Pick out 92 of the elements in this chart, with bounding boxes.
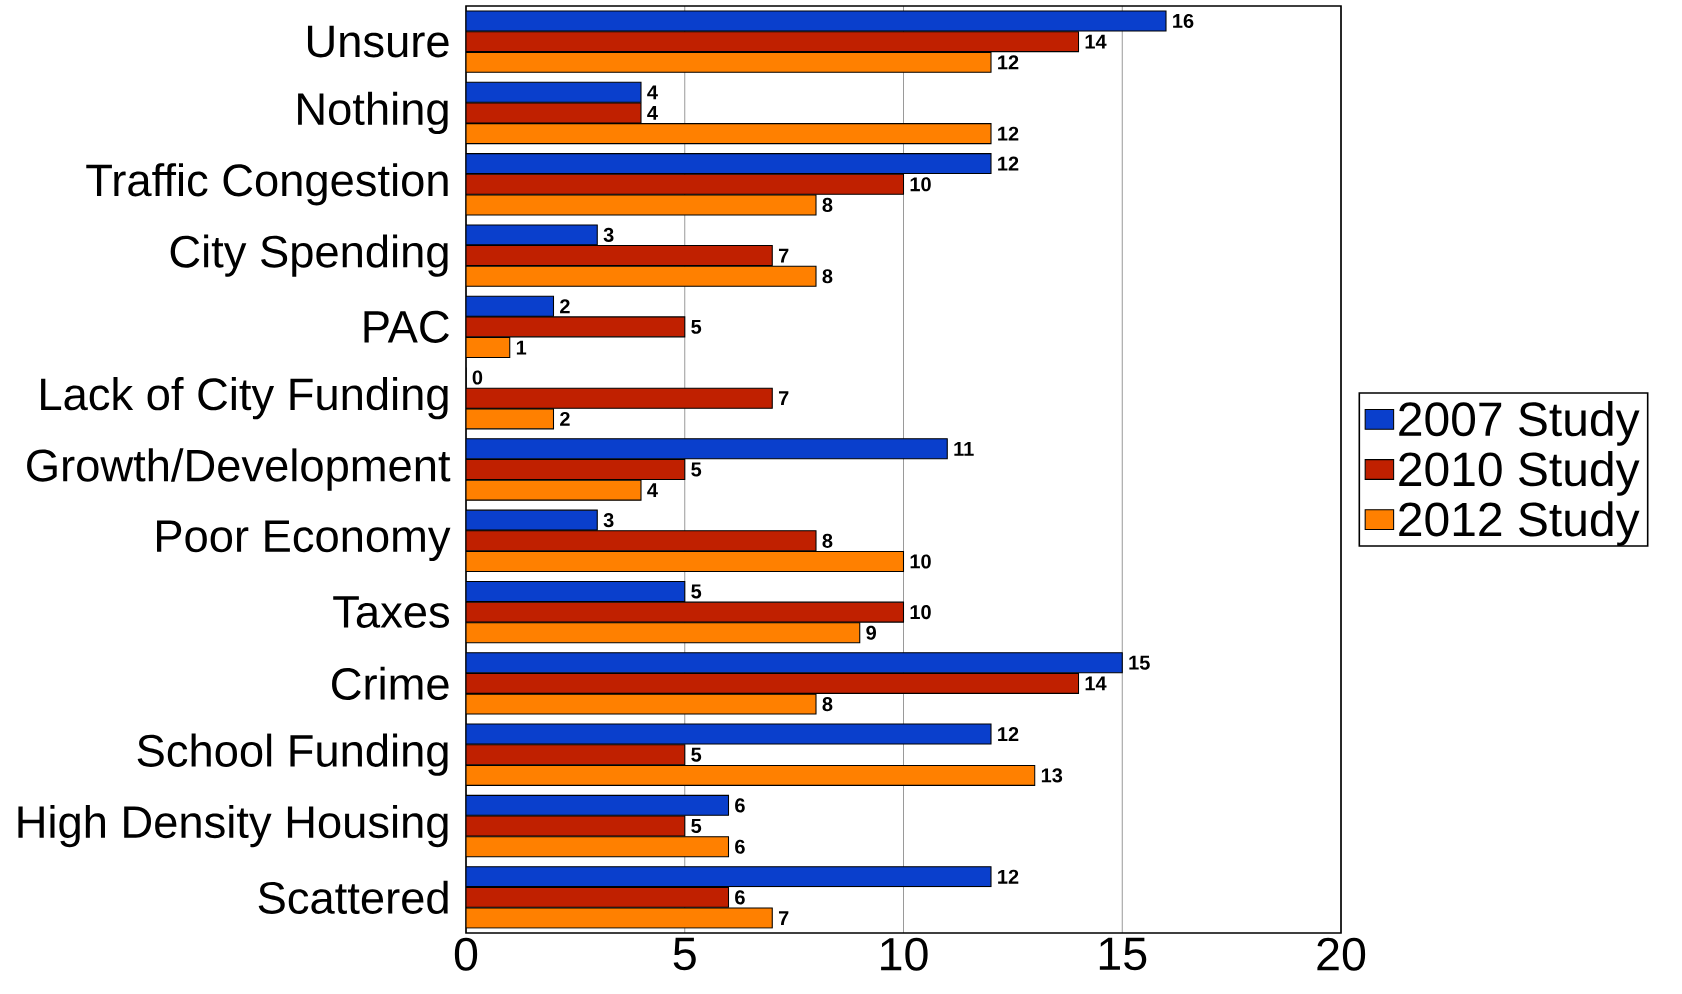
bar [466,153,992,175]
bar [466,622,861,644]
data-label: 9 [866,625,876,640]
data-label: 8 [822,533,833,548]
data-label: 14 [1085,34,1107,49]
bar [466,10,1167,32]
bar [466,81,642,103]
data-label: 8 [822,197,833,213]
bar [466,723,992,745]
data-label: 4 [647,85,658,100]
bar [466,672,1080,694]
x-tick-label: 15 [1099,937,1147,971]
x-tick-label: 10 [881,937,928,971]
data-label: 12 [998,869,1019,884]
bar [466,836,730,858]
bar [466,530,817,552]
data-label: 1 [516,340,527,355]
data-label: 7 [778,911,789,925]
data-label: 8 [822,269,833,284]
data-label: 4 [647,483,658,498]
data-label: 7 [778,391,789,406]
y-tick-label: High Density Housing [18,804,448,848]
data-label: 3 [603,227,614,242]
data-label: 5 [691,819,702,834]
data-label: 16 [1173,13,1194,29]
bar [466,31,1080,53]
data-label: 5 [691,319,702,334]
y-tick-label: Taxes [333,596,450,628]
data-label: 6 [735,839,745,854]
data-label: 6 [735,798,745,813]
data-label: 11 [954,441,974,456]
y-tick-label: Crime [332,666,449,701]
y-tick-label: Lack of City Funding [41,377,448,420]
legend-label: 2007 Study [1399,401,1640,446]
y-tick-label: Traffic Congestion [86,163,448,206]
data-label: 12 [998,156,1019,171]
bar [466,652,1123,674]
data-label: 12 [998,55,1019,70]
bar [466,51,992,73]
bar [466,794,730,816]
bar [466,387,773,409]
x-tick-label: 5 [673,937,696,971]
y-tick-label: School Funding [137,733,448,776]
bar [466,907,773,929]
data-label: 8 [822,697,833,712]
legend-label: 2010 Study [1399,451,1640,496]
bar [466,173,905,195]
y-tick-label: Nothing [298,91,448,135]
data-label: 5 [691,747,702,762]
bar [466,245,773,267]
data-label: 12 [998,126,1019,141]
bar [466,601,905,623]
y-tick-label: PAC [364,310,449,343]
data-label: 7 [778,248,789,263]
x-tick-label: 20 [1317,937,1366,971]
bar [466,886,730,908]
bar [466,123,992,145]
y-tick-label: City Spending [170,234,448,277]
bar [466,580,686,602]
x-tick-label: 0 [454,937,478,971]
y-tick-label: Scattered [258,880,448,914]
bar [466,744,686,766]
bar [466,693,817,715]
bar [466,337,511,359]
y-tick-label: Growth/Development [27,448,451,491]
data-label: 6 [735,890,745,905]
bar [466,550,905,572]
bar [466,479,642,501]
bar [466,866,992,888]
data-label: 10 [910,605,931,620]
data-label: 5 [691,584,702,599]
bar [466,265,817,287]
legend-label: 2012 Study [1399,501,1640,546]
data-label: 5 [691,462,702,477]
data-label: 3 [603,513,614,528]
data-label: 10 [910,554,931,569]
data-label: 15 [1129,655,1150,670]
bar [466,458,686,481]
data-label: 2 [560,411,570,426]
bar [466,194,817,216]
data-label: 10 [910,177,931,192]
bar [466,295,555,317]
data-label: 2 [560,299,570,314]
data-label: 12 [998,727,1019,742]
data-label: 14 [1085,676,1107,691]
data-label: 0 [472,370,483,385]
y-tick-label: Unsure [307,25,449,58]
bar [466,764,1036,786]
data-label: 4 [647,106,658,120]
bar [466,438,948,460]
y-tick-label: Poor Economy [157,520,451,562]
data-label: 13 [1041,768,1063,783]
